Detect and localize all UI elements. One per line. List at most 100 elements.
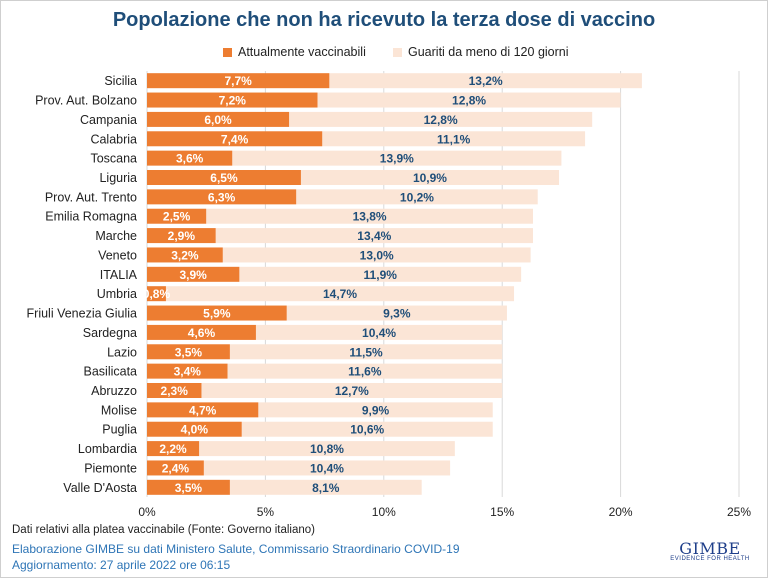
- bar-guariti: [289, 111, 593, 127]
- credit-update: Aggiornamento: 27 aprile 2022 ore 06:15: [12, 558, 231, 572]
- x-tick-label: 10%: [372, 505, 396, 519]
- data-label-guariti: 11,6%: [348, 365, 382, 379]
- data-label-guariti: 12,8%: [452, 94, 486, 108]
- bar-vaccinabili: [147, 421, 242, 437]
- data-label-guariti: 10,2%: [400, 190, 434, 204]
- x-tick-label: 25%: [727, 505, 751, 519]
- bar-guariti: [215, 228, 533, 244]
- bar-vaccinabili: [147, 208, 207, 224]
- bar-guariti: [255, 324, 503, 340]
- category-label: ITALIA: [100, 268, 138, 282]
- bar-vaccinabili: [147, 92, 318, 108]
- data-label-guariti: 13,8%: [353, 210, 387, 224]
- bar-vaccinabili: [147, 324, 256, 340]
- chart-title: Popolazione che non ha ricevuto la terza…: [112, 9, 656, 31]
- category-label: Lazio: [107, 345, 137, 359]
- x-tick-label: 20%: [609, 505, 633, 519]
- data-label-guariti: 14,7%: [323, 287, 357, 301]
- category-label: Marche: [95, 229, 137, 243]
- category-label: Toscana: [90, 152, 137, 166]
- bar-guariti: [222, 247, 531, 263]
- bar-vaccinabili: [147, 402, 259, 418]
- bar-guariti: [317, 92, 621, 108]
- data-label-vaccinabili: 3,6%: [176, 152, 204, 166]
- bar-vaccinabili: [147, 228, 216, 244]
- legend-swatch-vaccinabili: [223, 47, 232, 57]
- data-label-vaccinabili: 2,4%: [162, 461, 190, 475]
- data-label-guariti: 9,9%: [362, 403, 390, 417]
- data-label-vaccinabili: 3,9%: [179, 268, 207, 282]
- data-label-guariti: 10,6%: [350, 423, 384, 437]
- bar-guariti: [229, 479, 422, 495]
- data-label-vaccinabili: 4,7%: [189, 403, 217, 417]
- bar-vaccinabili: [147, 189, 297, 205]
- category-label: Piemonte: [84, 461, 137, 475]
- bar-vaccinabili: [147, 479, 230, 495]
- data-label-guariti: 10,4%: [362, 326, 396, 340]
- bar-guariti: [165, 286, 515, 302]
- bar-vaccinabili: [147, 131, 323, 147]
- category-label: Puglia: [102, 423, 137, 437]
- data-label-vaccinabili: 6,5%: [210, 171, 238, 185]
- bar-vaccinabili: [147, 150, 233, 166]
- bar-vaccinabili: [147, 441, 200, 457]
- data-label-vaccinabili: 3,5%: [175, 345, 203, 359]
- data-label-guariti: 13,9%: [380, 152, 414, 166]
- category-label: Abruzzo: [91, 384, 137, 398]
- bar-guariti: [300, 170, 560, 185]
- category-label: Liguria: [99, 171, 137, 185]
- data-label-guariti: 13,0%: [360, 248, 394, 262]
- data-label-guariti: 11,5%: [349, 345, 383, 359]
- legend-label-vaccinabili: Attualmente vaccinabili: [238, 45, 366, 59]
- category-label: Friuli Venezia Giulia: [27, 307, 138, 321]
- data-label-guariti: 12,7%: [335, 384, 369, 398]
- data-label-guariti: 8,1%: [312, 481, 340, 495]
- bar-guariti: [241, 421, 493, 437]
- logo-text: GIMBE: [679, 539, 741, 558]
- category-label: Sicilia: [104, 74, 137, 88]
- data-label-vaccinabili: 7,7%: [224, 74, 252, 88]
- bar-vaccinabili: [147, 266, 240, 282]
- bar-vaccinabili: [147, 286, 166, 302]
- bar-vaccinabili: [147, 383, 202, 398]
- category-label: Veneto: [98, 248, 137, 262]
- data-label-guariti: 11,1%: [437, 132, 471, 146]
- category-label: Calabria: [90, 132, 137, 146]
- legend-item-guariti: Guariti da meno di 120 giorni: [393, 45, 569, 59]
- bar-guariti: [199, 441, 455, 457]
- category-label: Sardegna: [83, 326, 137, 340]
- category-label: Basilicata: [84, 365, 138, 379]
- category-label: Prov. Aut. Bolzano: [35, 94, 137, 108]
- bar-guariti: [329, 73, 642, 89]
- bar-vaccinabili: [147, 170, 301, 185]
- bar-vaccinabili: [147, 363, 228, 379]
- data-label-vaccinabili: 6,3%: [208, 190, 236, 204]
- data-label-guariti: 13,4%: [357, 229, 391, 243]
- data-label-vaccinabili: 7,2%: [219, 94, 247, 108]
- footnote: Dati relativi alla platea vaccinabile (F…: [12, 524, 315, 536]
- x-tick-label: 0%: [138, 505, 156, 519]
- bar-vaccinabili: [147, 344, 230, 360]
- data-label-vaccinabili: 4,0%: [181, 423, 209, 437]
- category-label: Lombardia: [78, 442, 137, 456]
- data-label-guariti: 9,3%: [383, 307, 411, 321]
- data-label-vaccinabili: 0,8%: [143, 287, 171, 301]
- legend-label-guariti: Guariti da meno di 120 giorni: [408, 45, 569, 59]
- data-label-guariti: 10,8%: [310, 442, 344, 456]
- data-label-guariti: 10,4%: [310, 461, 344, 475]
- data-label-guariti: 10,9%: [413, 171, 447, 185]
- data-label-vaccinabili: 4,6%: [188, 326, 216, 340]
- category-label: Emilia Romagna: [45, 210, 137, 224]
- data-label-vaccinabili: 2,5%: [163, 210, 191, 224]
- bar-vaccinabili: [147, 111, 290, 127]
- bar-guariti: [286, 305, 507, 321]
- bar-vaccinabili: [147, 73, 330, 89]
- data-label-guariti: 11,9%: [364, 268, 398, 282]
- data-label-vaccinabili: 2,2%: [159, 442, 187, 456]
- category-label: Molise: [101, 403, 137, 417]
- chart-plot: 0% 5% 10% 15% 20% 25% Sicilia 7,7% 13,2% Prov. Au…: [27, 71, 751, 519]
- data-label-vaccinabili: 5,9%: [203, 307, 231, 321]
- bar-guariti: [239, 266, 522, 282]
- data-label-vaccinabili: 3,2%: [171, 248, 199, 262]
- bar-guariti: [232, 150, 562, 166]
